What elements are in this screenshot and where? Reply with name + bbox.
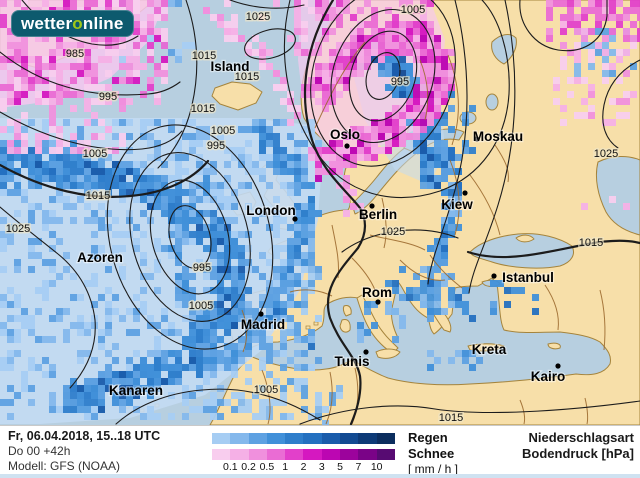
pressure-label: 1005 [211,125,235,137]
city-dot [344,143,350,149]
city-label: Moskau [473,129,523,144]
pressure-layer-label: Bodendruck [hPa] [522,446,634,461]
pressure-label: 1015 [191,103,215,115]
legend-tick: 0.1 [222,461,238,473]
rain-cells [0,0,637,425]
city-labels: Island Oslo Moskau London Berlin Kiew Azoren Is… [76,58,567,399]
pressure-label: 995 [99,91,117,103]
pressure-label: 995 [207,140,225,152]
logo-accent-o: o [72,13,83,33]
pressure-label: 995 [391,76,409,88]
pressure-label: 1025 [6,223,30,235]
city-dot [555,363,561,369]
city-dot [462,190,468,196]
legend-tick: 0.2 [241,461,256,473]
legend-tick: 5 [337,461,344,473]
legend-tick: 3 [318,461,325,473]
city-label: Kanaren [109,383,163,398]
city-label: Madrid [241,317,285,332]
city-label: Kiew [441,197,473,212]
city-label: Berlin [359,207,397,222]
city-dot [258,311,264,317]
city-dot [474,136,480,142]
legend-tick: 10 [370,461,383,473]
legend-tick: 2 [300,461,307,473]
layer-info: Niederschlagsart Bodendruck [hPa] [522,430,634,462]
logo-text-wetter: wetter [21,13,73,33]
snow-color-scale [212,449,395,460]
pressure-label: 1015 [86,190,110,202]
weather-map[interactable]: 1025 1005 985 1015 1015 995 995 1015 1005 995 1005… [0,0,640,425]
wetteronline-logo[interactable]: wetter o nline [11,10,134,37]
rain-color-scale [212,433,395,444]
city-label: Kairo [531,369,566,384]
model-label: Modell: GFS (NOAA) [8,459,121,473]
city-label: Island [210,59,249,74]
legend-unit-label: [ mm / h ] [408,462,459,476]
city-label: London [246,203,295,218]
legend-tick: 7 [355,461,362,473]
snow-label: Schnee [408,446,455,461]
legend-tick: 0.5 [259,461,275,473]
city-dot [491,273,497,279]
precipitation-legend: 0.1 0.2 0.5 1 2 3 5 7 10 Regen Schnee [ mm / h ] [212,426,458,478]
city-label: Kreta [472,342,507,357]
run-info: Fr, 06.04.2018, 15..18 UTC Do 00 +42h Mo… [8,429,160,474]
legend-tick: 1 [282,461,289,473]
pressure-label: 1025 [594,148,618,160]
pressure-label: 1015 [192,50,216,62]
pressure-label: 1015 [439,412,463,424]
pressure-label: 985 [66,48,84,60]
city-label: Azoren [77,250,123,265]
city-label: Oslo [330,127,360,142]
footer-bar: Fr, 06.04.2018, 15..18 UTC Do 00 +42h Mo… [0,425,640,478]
precip-type-label: Niederschlagsart [528,430,635,445]
pressure-label: 1025 [381,226,405,238]
valid-time-label: Fr, 06.04.2018, 15..18 UTC [8,429,161,443]
pressure-label: 1005 [189,300,213,312]
pressure-label: 1015 [579,237,603,249]
city-label: Istanbul [502,270,554,285]
logo-text-nline: nline [82,13,124,33]
pressure-label: 995 [193,262,211,274]
pressure-labels: 1025 1005 985 1015 1015 995 995 1015 1005 995 1005… [4,3,619,426]
city-dot [363,349,369,355]
forecast-offset-label: Do 00 +42h [8,444,71,458]
pressure-label: 1005 [401,4,425,16]
city-dot [369,203,375,209]
pressure-label: 1005 [83,148,107,160]
rain-label: Regen [408,430,448,445]
city-dot [375,299,381,305]
city-dot [292,216,298,222]
city-label: Tunis [335,354,370,369]
legend-tick-values: 0.1 0.2 0.5 1 2 3 5 7 10 [212,461,395,474]
pressure-label: 1025 [246,11,270,23]
pressure-label: 1015 [235,71,259,83]
city-label: Rom [362,285,392,300]
pressure-label: 1005 [254,384,278,396]
